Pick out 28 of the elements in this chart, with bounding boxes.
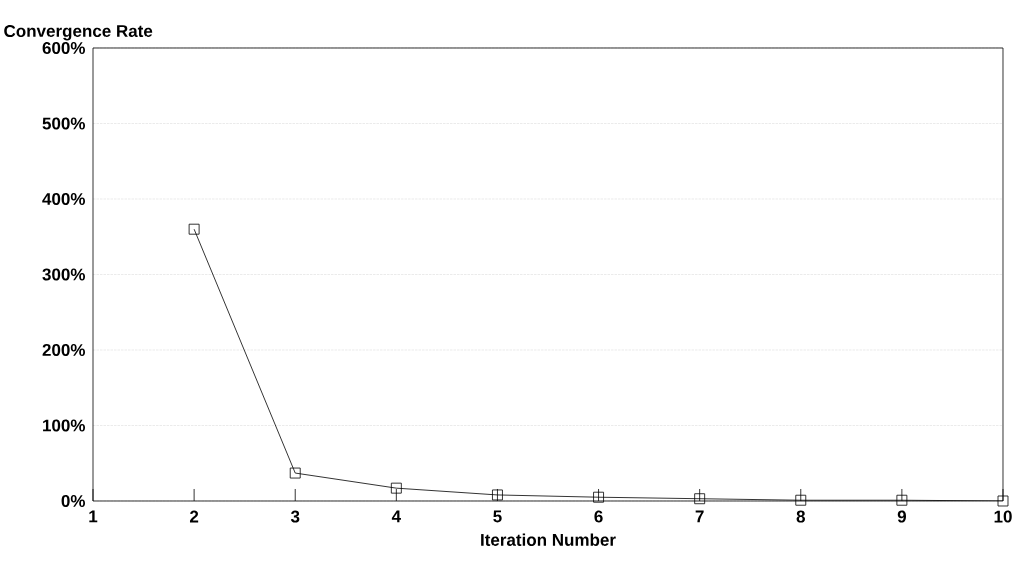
y-tick-label: 300% [42, 268, 86, 281]
y-tick-label: 200% [42, 343, 86, 357]
x-tick-label: 5 [493, 510, 502, 523]
x-tick-label: 3 [290, 510, 300, 523]
y-tick-label: 0% [61, 494, 86, 508]
y-axis-title: Convergence Rate [4, 24, 153, 41]
point [289, 467, 301, 479]
y-tick-label: 600% [42, 41, 86, 55]
point [188, 223, 200, 235]
x-tick-label: 10 [994, 510, 1012, 523]
x-tick-label: 6 [594, 510, 603, 523]
x-tick-label: 7 [695, 510, 704, 523]
y-tick-label: 500% [42, 117, 86, 130]
point [593, 491, 604, 503]
x-tick-label: 9 [897, 510, 906, 523]
y-tick-label: 100% [43, 419, 86, 432]
x-tick-label: 8 [796, 510, 805, 523]
point [896, 494, 908, 506]
point [997, 495, 1009, 507]
y-tick-label: 400% [42, 192, 86, 206]
point [492, 489, 503, 501]
point [390, 482, 402, 494]
x-tick-label: 2 [189, 510, 199, 523]
x-tick-label: 4 [391, 510, 401, 523]
x-axis-title: Iteration Number [481, 533, 616, 546]
point [795, 494, 807, 506]
point [694, 493, 706, 505]
x-tick-label: 1 [89, 510, 98, 523]
